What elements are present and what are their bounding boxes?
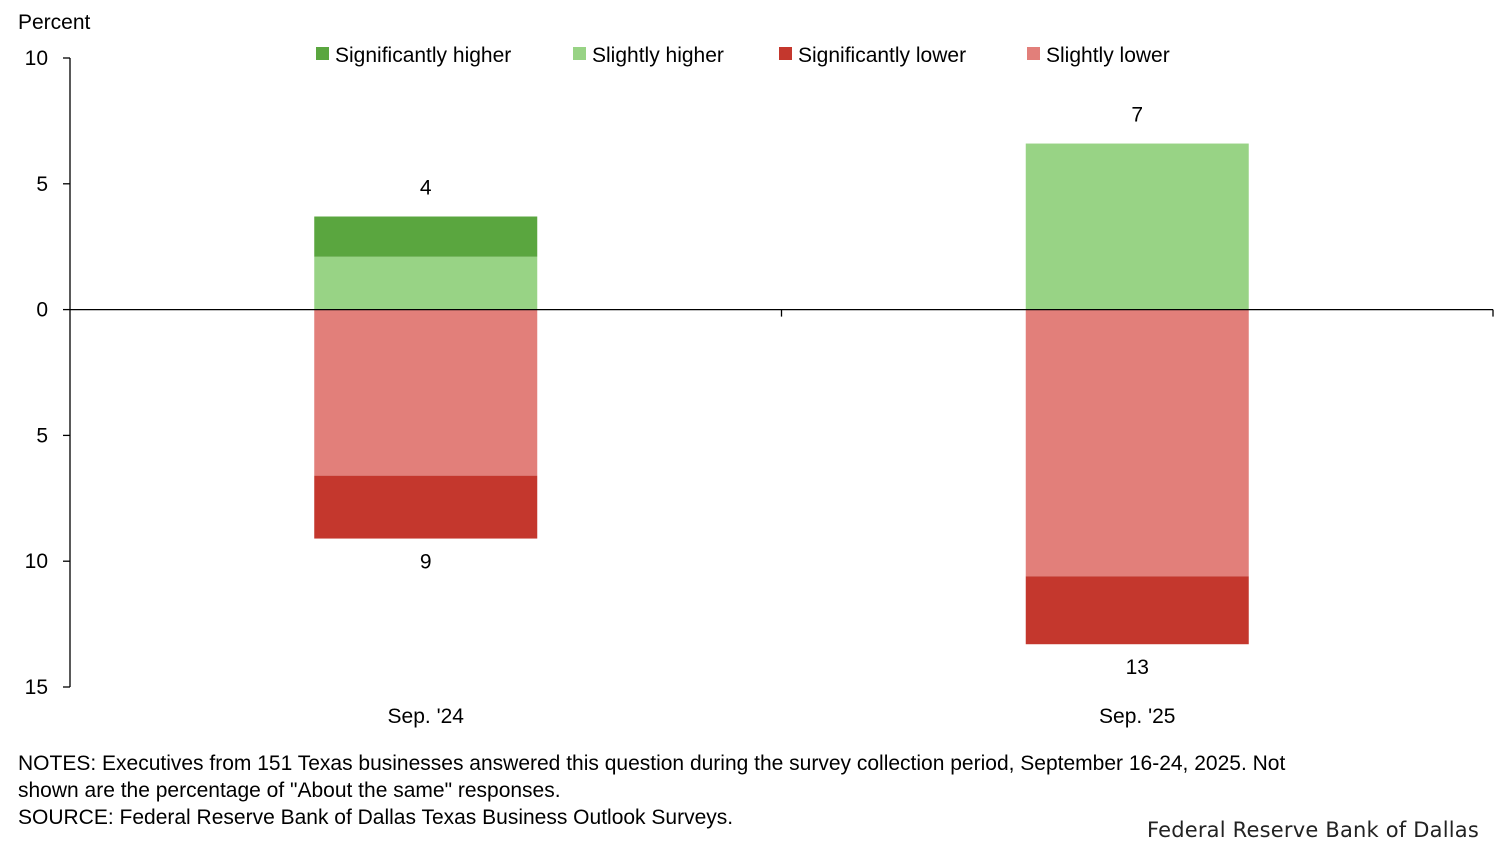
y-tick-label: 5 bbox=[36, 173, 48, 196]
data-label-positive-total: 4 bbox=[420, 177, 432, 200]
y-tick-label: 10 bbox=[25, 47, 48, 70]
legend-label: Slightly higher bbox=[592, 44, 724, 67]
plot-area: 4 9 7 13 bbox=[314, 104, 1249, 679]
data-label-negative-total: 9 bbox=[420, 551, 432, 574]
legend-item: Slightly higher bbox=[573, 44, 724, 67]
legend-label: Significantly lower bbox=[798, 44, 966, 67]
y-tick-label: 10 bbox=[25, 550, 48, 573]
legend-item: Significantly higher bbox=[316, 44, 511, 67]
bar-segment-significantly-lower bbox=[314, 475, 538, 539]
x-tick-label: Sep. '25 bbox=[1099, 705, 1175, 728]
legend: Significantly higher Slightly higher Signi… bbox=[316, 44, 1170, 67]
y-axis-title: Percent bbox=[18, 11, 91, 34]
credit-logo-text: Federal Reserve Bank of Dallas bbox=[1146, 818, 1479, 842]
chart-notes: NOTES: Executives from 151 Texas busines… bbox=[18, 750, 1478, 831]
legend-label: Slightly lower bbox=[1046, 44, 1170, 67]
legend-swatch bbox=[779, 47, 792, 60]
source-line: SOURCE: Federal Reserve Bank of Dallas T… bbox=[18, 806, 734, 829]
y-tick-label: 15 bbox=[25, 676, 48, 699]
data-label-positive-total: 7 bbox=[1131, 104, 1143, 127]
chart: Percent Significantly higher Slightly hig… bbox=[18, 11, 1494, 728]
bar-segment-significantly-higher bbox=[314, 216, 538, 257]
legend-swatch bbox=[316, 47, 329, 60]
axes: Sep. '24 Sep. '25 10 5 0 5 10 15 bbox=[25, 47, 1494, 728]
notes-line-1: NOTES: Executives from 151 Texas busines… bbox=[18, 752, 1286, 775]
notes-line-2: shown are the percentage of "About the s… bbox=[18, 779, 561, 802]
bar-segment-slightly-higher bbox=[314, 256, 538, 310]
legend-label: Significantly higher bbox=[335, 44, 511, 67]
bar-segment-significantly-lower bbox=[1025, 576, 1249, 645]
legend-swatch bbox=[573, 47, 586, 60]
y-tick-label: 0 bbox=[36, 299, 48, 322]
bar-segment-slightly-lower bbox=[1025, 309, 1249, 577]
legend-swatch bbox=[1027, 47, 1040, 60]
bar-segment-slightly-lower bbox=[314, 309, 538, 476]
legend-item: Slightly lower bbox=[1027, 44, 1170, 67]
legend-item: Significantly lower bbox=[779, 44, 966, 67]
bar-segment-slightly-higher bbox=[1025, 143, 1249, 310]
x-tick-label: Sep. '24 bbox=[388, 705, 465, 728]
data-label-negative-total: 13 bbox=[1126, 656, 1149, 679]
y-tick-label: 5 bbox=[36, 424, 48, 447]
